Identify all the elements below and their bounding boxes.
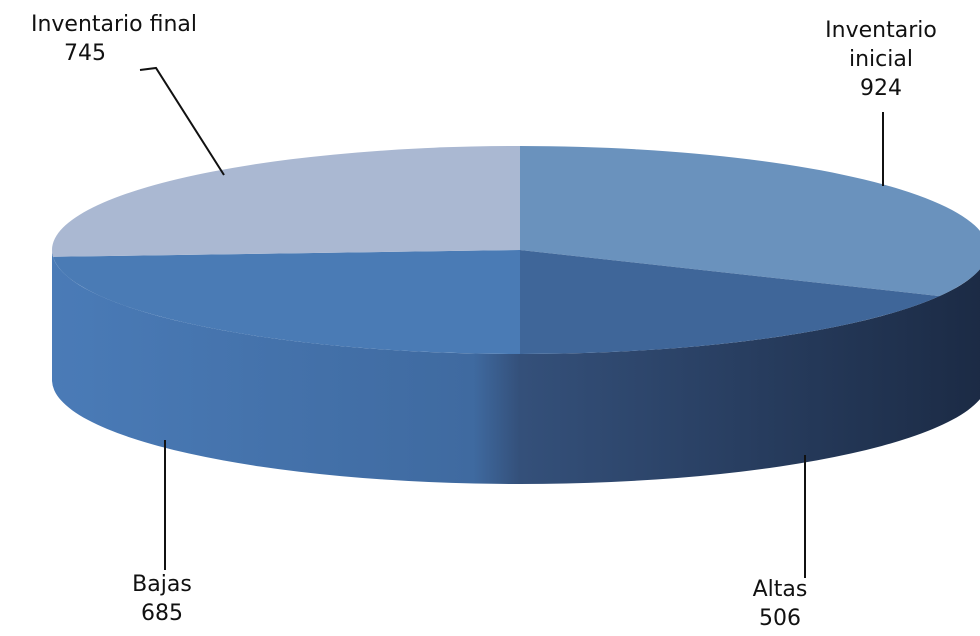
label-inventario-final-value: 745: [64, 41, 106, 66]
label-inventario-final-name: Inventario final: [30, 12, 198, 37]
pie-slice-inventario-inicial: [520, 146, 980, 297]
label-altas-value: 506: [759, 606, 801, 631]
label-inventario-inicial: Inventario inicial 924: [806, 16, 956, 103]
leader-lines: [139, 66, 884, 578]
label-inventario-final: Inventario final 745: [4, 10, 224, 68]
label-altas-name: Altas: [752, 577, 808, 602]
label-altas: Altas 506: [730, 575, 830, 633]
pie-slice-bajas: [53, 250, 520, 355]
pie-side-wall: [52, 250, 980, 484]
leader-inventario-final: [139, 66, 225, 176]
label-inventario-inicial-line1: Inventario: [825, 18, 937, 43]
label-bajas: Bajas 685: [112, 570, 212, 628]
pie-top: [51, 146, 980, 355]
label-inventario-inicial-line2: inicial: [849, 47, 913, 72]
label-bajas-name: Bajas: [132, 572, 192, 597]
pie-side: [52, 250, 980, 484]
label-bajas-value: 685: [141, 601, 183, 626]
label-inventario-inicial-value: 924: [860, 76, 902, 101]
pie-slice-inventario-final: [51, 146, 520, 257]
pie-slice-altas: [520, 250, 940, 354]
